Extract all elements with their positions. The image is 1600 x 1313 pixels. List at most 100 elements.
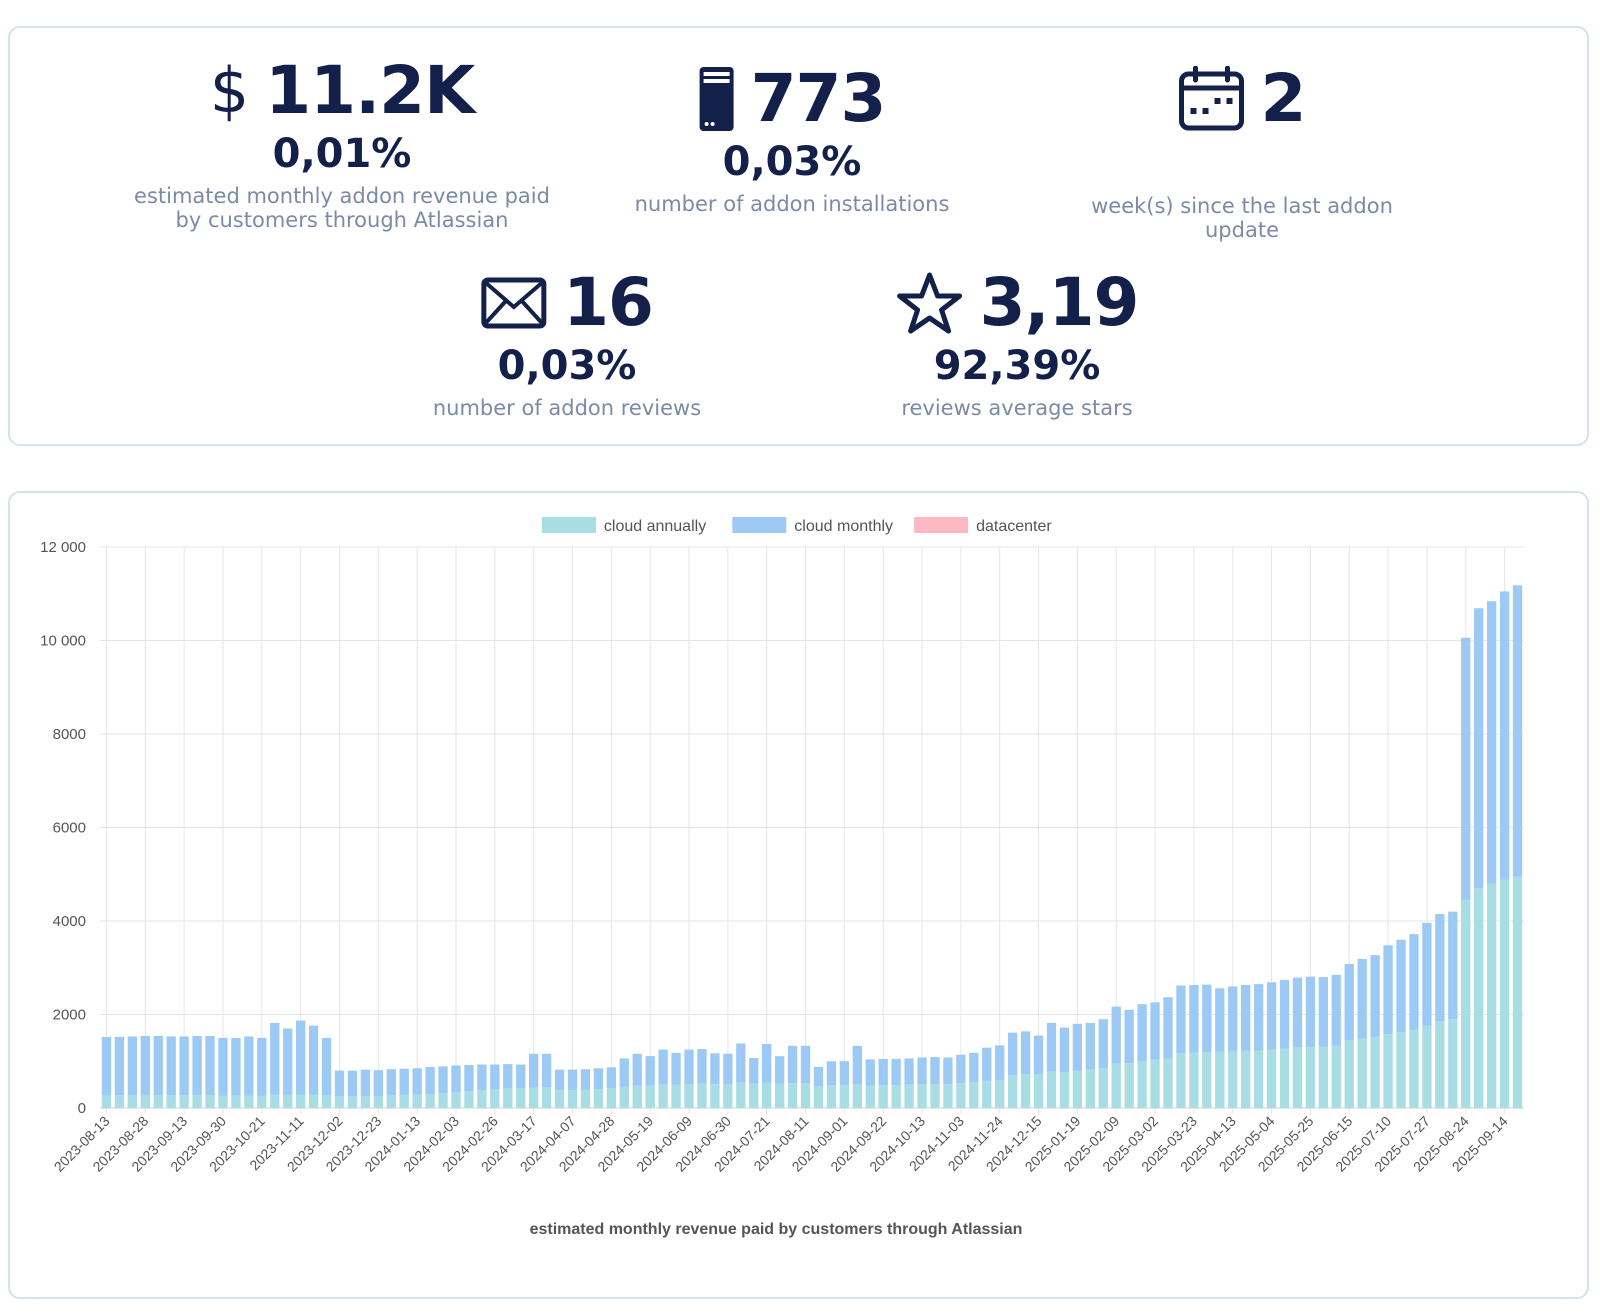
bar-cloud-monthly[interactable] (503, 1064, 513, 1089)
bar-cloud-monthly[interactable] (1292, 977, 1303, 1048)
bar-cloud-annually[interactable] (774, 1083, 785, 1108)
bar-cloud-monthly[interactable] (878, 1058, 888, 1086)
bar-cloud-monthly[interactable] (995, 1045, 1005, 1080)
bar-cloud-annually[interactable] (1059, 1072, 1070, 1108)
bar-cloud-monthly[interactable] (1422, 922, 1432, 1026)
bar-cloud-annually[interactable] (684, 1084, 694, 1108)
bar-cloud-monthly[interactable] (1512, 585, 1523, 877)
bar-cloud-annually[interactable] (1150, 1059, 1160, 1108)
bar-cloud-monthly[interactable] (554, 1069, 565, 1091)
bar-cloud-annually[interactable] (891, 1085, 901, 1108)
bar-cloud-monthly[interactable] (283, 1028, 293, 1095)
bar-cloud-annually[interactable] (127, 1095, 138, 1108)
bar-cloud-monthly[interactable] (1124, 1009, 1134, 1064)
bar-cloud-monthly[interactable] (684, 1049, 694, 1085)
bar-cloud-annually[interactable] (101, 1095, 112, 1108)
bar-cloud-annually[interactable] (710, 1084, 720, 1108)
bar-cloud-annually[interactable] (257, 1095, 267, 1108)
bar-cloud-monthly[interactable] (645, 1056, 655, 1086)
bar-cloud-annually[interactable] (904, 1084, 914, 1108)
bar-cloud-monthly[interactable] (140, 1036, 150, 1096)
bar-cloud-annually[interactable] (762, 1083, 772, 1108)
bar-cloud-annually[interactable] (218, 1095, 228, 1108)
bar-cloud-monthly[interactable] (1059, 1027, 1070, 1073)
bar-cloud-annually[interactable] (1292, 1047, 1303, 1108)
bar-cloud-monthly[interactable] (1396, 939, 1406, 1033)
bar-cloud-annually[interactable] (1448, 1019, 1458, 1108)
bar-cloud-annually[interactable] (1189, 1052, 1199, 1108)
bar-cloud-monthly[interactable] (529, 1053, 539, 1088)
bar-cloud-annually[interactable] (619, 1086, 629, 1108)
bar-cloud-annually[interactable] (231, 1095, 241, 1108)
bar-cloud-annually[interactable] (943, 1084, 953, 1108)
bar-cloud-monthly[interactable] (593, 1068, 604, 1090)
bar-cloud-annually[interactable] (736, 1082, 746, 1108)
bar-cloud-monthly[interactable] (826, 1061, 837, 1086)
bar-cloud-annually[interactable] (451, 1092, 461, 1108)
bar-cloud-annually[interactable] (140, 1095, 150, 1108)
bar-cloud-monthly[interactable] (1215, 988, 1225, 1052)
bar-cloud-annually[interactable] (865, 1085, 875, 1108)
bar-cloud-monthly[interactable] (386, 1069, 396, 1096)
bar-cloud-annually[interactable] (800, 1083, 811, 1108)
bar-cloud-monthly[interactable] (1020, 1031, 1031, 1075)
bar-cloud-annually[interactable] (1202, 1052, 1212, 1108)
bar-cloud-monthly[interactable] (1098, 1019, 1108, 1069)
bar-cloud-annually[interactable] (347, 1096, 358, 1108)
bar-cloud-monthly[interactable] (865, 1059, 875, 1086)
bar-cloud-annually[interactable] (787, 1083, 798, 1108)
bar-cloud-annually[interactable] (334, 1096, 345, 1108)
bar-cloud-annually[interactable] (839, 1085, 850, 1108)
bar-cloud-annually[interactable] (658, 1084, 668, 1108)
bar-cloud-annually[interactable] (1279, 1048, 1290, 1108)
bar-cloud-monthly[interactable] (114, 1036, 125, 1096)
bar-cloud-annually[interactable] (982, 1080, 992, 1108)
bar-cloud-monthly[interactable] (1474, 608, 1484, 889)
bar-cloud-annually[interactable] (516, 1088, 526, 1108)
bar-cloud-monthly[interactable] (1305, 976, 1316, 1048)
bar-cloud-monthly[interactable] (218, 1037, 228, 1096)
bar-cloud-annually[interactable] (386, 1095, 396, 1108)
bar-cloud-monthly[interactable] (1370, 955, 1380, 1037)
bar-cloud-monthly[interactable] (982, 1047, 992, 1081)
bar-cloud-monthly[interactable] (619, 1058, 629, 1087)
bar-cloud-monthly[interactable] (295, 1020, 306, 1095)
bar-cloud-monthly[interactable] (697, 1049, 707, 1084)
bar-cloud-annually[interactable] (1137, 1061, 1147, 1108)
bar-cloud-monthly[interactable] (205, 1036, 215, 1096)
bar-cloud-monthly[interactable] (1499, 591, 1510, 880)
bar-cloud-monthly[interactable] (943, 1057, 953, 1085)
bar-cloud-monthly[interactable] (399, 1068, 409, 1095)
bar-cloud-annually[interactable] (541, 1087, 552, 1108)
bar-cloud-annually[interactable] (969, 1082, 979, 1108)
bar-cloud-annually[interactable] (567, 1090, 578, 1108)
bar-cloud-annually[interactable] (1020, 1074, 1031, 1108)
bar-cloud-monthly[interactable] (1383, 945, 1393, 1035)
bar-cloud-annually[interactable] (956, 1083, 966, 1108)
bar-cloud-annually[interactable] (490, 1089, 500, 1108)
bar-cloud-annually[interactable] (295, 1094, 306, 1108)
bar-cloud-annually[interactable] (1253, 1050, 1264, 1108)
bar-cloud-annually[interactable] (1228, 1051, 1238, 1108)
bar-cloud-annually[interactable] (1357, 1038, 1367, 1108)
bar-cloud-annually[interactable] (1383, 1034, 1393, 1108)
bar-cloud-annually[interactable] (580, 1089, 591, 1108)
bar-cloud-annually[interactable] (477, 1090, 487, 1108)
bar-cloud-monthly[interactable] (1253, 984, 1264, 1051)
bar-cloud-annually[interactable] (438, 1093, 448, 1108)
bar-cloud-monthly[interactable] (270, 1022, 280, 1095)
bar-cloud-monthly[interactable] (1486, 601, 1497, 884)
bar-cloud-annually[interactable] (166, 1095, 176, 1108)
bar-cloud-monthly[interactable] (969, 1052, 979, 1083)
bar-cloud-monthly[interactable] (1435, 913, 1445, 1022)
bar-cloud-monthly[interactable] (1461, 637, 1471, 900)
bar-cloud-monthly[interactable] (956, 1054, 966, 1084)
bar-cloud-annually[interactable] (179, 1095, 189, 1108)
bar-cloud-annually[interactable] (1098, 1068, 1108, 1108)
bar-cloud-annually[interactable] (1163, 1058, 1173, 1108)
bar-cloud-monthly[interactable] (1409, 934, 1419, 1030)
bar-cloud-annually[interactable] (321, 1095, 332, 1108)
bar-cloud-monthly[interactable] (347, 1070, 358, 1097)
bar-cloud-annually[interactable] (399, 1094, 409, 1108)
bar-cloud-monthly[interactable] (153, 1036, 163, 1096)
